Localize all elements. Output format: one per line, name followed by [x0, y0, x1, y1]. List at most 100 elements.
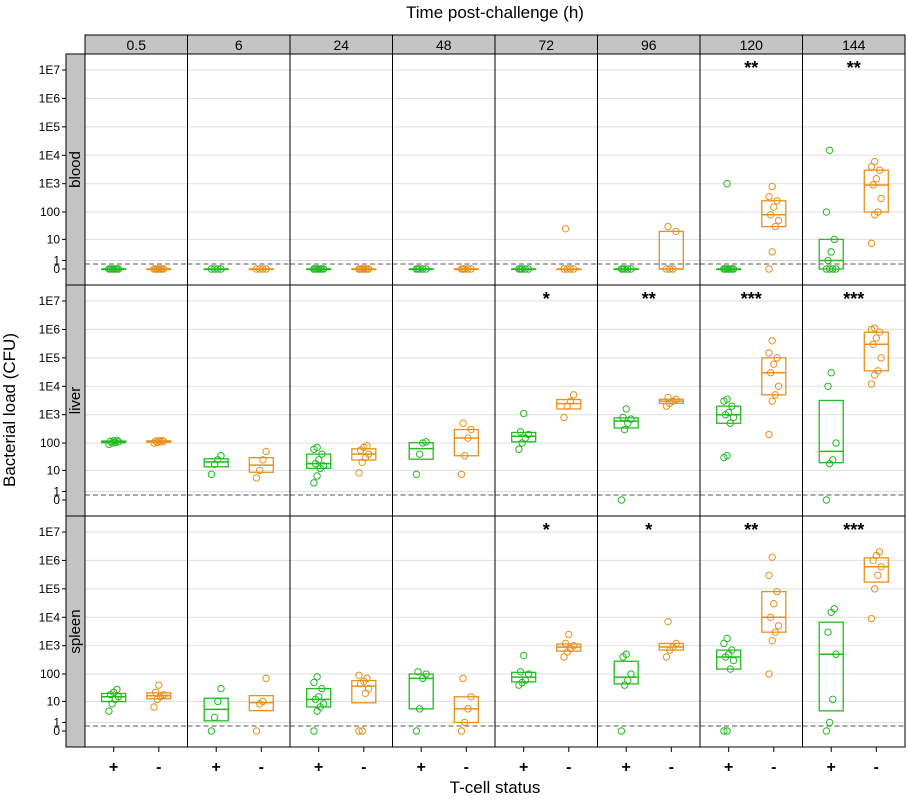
point-liver-120-plus-5	[725, 408, 733, 417]
panel-spleen-7	[802, 516, 905, 747]
top-axis-title: Time post-challenge (h)	[406, 3, 584, 22]
point-blood-120-minus-8	[768, 182, 776, 191]
panel-liver-5	[597, 285, 700, 516]
point-blood-6-plus-3	[217, 265, 225, 273]
point-spleen-0.5-minus-4	[151, 688, 160, 696]
point-spleen-96-plus-2	[624, 676, 632, 684]
time-label-0: 0.5	[127, 37, 147, 53]
panel-spleen-3	[392, 516, 495, 747]
point-spleen-48-minus-4	[459, 674, 467, 683]
point-spleen-72-plus-4	[516, 668, 525, 676]
box-spleen-48-plus	[408, 673, 434, 710]
point-liver-120-plus-3	[729, 413, 738, 422]
point-spleen-24-minus-7	[355, 671, 363, 680]
point-liver-24-plus-5	[315, 456, 323, 464]
point-liver-120-minus-4	[766, 369, 775, 377]
y-tick-label-liver-6: 1E5	[39, 351, 61, 365]
point-liver-72-plus-5	[520, 409, 528, 418]
point-blood-144-minus-5	[872, 175, 880, 183]
point-blood-120-plus-5	[725, 265, 733, 273]
point-liver-120-minus-8	[768, 337, 776, 345]
point-spleen-120-plus-0	[720, 727, 728, 735]
point-blood-144-minus-4	[869, 181, 877, 189]
x-tick-label-1-0: +	[212, 759, 221, 776]
panel-blood-2	[290, 54, 393, 285]
point-liver-120-minus-0	[765, 430, 773, 439]
point-liver-144-plus-5	[827, 369, 835, 377]
point-spleen-6-plus-3	[217, 684, 225, 693]
point-blood-120-plus-7	[720, 265, 728, 273]
point-blood-24-minus-6	[363, 265, 371, 273]
point-liver-0.5-minus-6	[158, 436, 166, 445]
point-liver-48-minus-2	[464, 434, 472, 442]
x-tick-label-2-1: -	[361, 759, 366, 776]
point-blood-96-plus-4	[619, 265, 627, 273]
tissue-label-blood: blood	[67, 151, 84, 188]
point-spleen-96-minus-0	[662, 653, 671, 661]
point-spleen-72-plus-5	[520, 651, 528, 660]
significance-spleen-5: *	[645, 520, 652, 540]
point-liver-96-minus-3	[672, 395, 680, 403]
point-spleen-48-minus-1	[461, 718, 469, 727]
point-liver-48-minus-0	[457, 470, 466, 479]
y-tick-label-spleen-6: 1E5	[39, 582, 61, 596]
time-label-6: 120	[740, 37, 764, 53]
point-liver-0.5-minus-2	[156, 438, 165, 446]
point-spleen-24-plus-5	[315, 693, 323, 701]
panel-spleen-4	[495, 516, 598, 747]
point-spleen-24-plus-3	[319, 700, 328, 708]
tissue-label-liver: liver	[67, 387, 84, 415]
point-liver-96-plus-0	[617, 496, 626, 504]
point-spleen-24-plus-8	[313, 673, 321, 681]
point-spleen-72-minus-4	[561, 639, 570, 648]
panel-blood-4	[495, 54, 598, 285]
panel-liver-3	[392, 285, 495, 516]
panel-liver-4	[495, 285, 598, 516]
point-spleen-0.5-plus-0	[105, 707, 113, 715]
x-tick-label-5-1: -	[669, 759, 674, 776]
x-tick-label-7-0: +	[827, 759, 836, 776]
point-blood-120-minus-2	[771, 222, 780, 231]
point-liver-0.5-plus-2	[111, 438, 120, 447]
box-spleen-24-minus	[351, 679, 377, 704]
point-liver-6-minus-0	[252, 474, 261, 482]
y-tick-label-blood-4: 1E3	[39, 177, 61, 191]
panel-spleen-0	[85, 516, 188, 747]
tissue-label-spleen: spleen	[67, 609, 84, 653]
point-spleen-24-plus-6	[318, 684, 326, 693]
time-label-2: 24	[333, 37, 349, 53]
x-tick-label-5-0: +	[622, 759, 631, 776]
time-label-7: 144	[842, 37, 866, 53]
panel-blood-3	[392, 54, 495, 285]
point-liver-48-minus-4	[459, 419, 467, 427]
point-spleen-24-plus-7	[310, 678, 318, 687]
point-blood-96-minus-3	[672, 227, 680, 236]
point-spleen-72-minus-3	[569, 642, 578, 650]
point-spleen-72-plus-3	[524, 670, 533, 678]
point-liver-6-minus-3	[262, 447, 270, 456]
point-blood-24-minus-7	[355, 265, 363, 273]
x-tick-label-6-1: -	[771, 759, 776, 776]
point-blood-48-plus-3	[422, 265, 430, 273]
point-liver-96-minus-4	[664, 393, 672, 402]
point-spleen-24-minus-3	[364, 684, 373, 693]
point-spleen-120-plus-3	[729, 656, 738, 665]
panel-spleen-5	[597, 516, 700, 747]
point-spleen-120-plus-1	[723, 727, 731, 735]
significance-liver-4: *	[543, 289, 550, 309]
point-blood-72-minus-2	[566, 265, 575, 273]
point-blood-144-minus-3	[877, 194, 885, 203]
point-liver-120-minus-5	[770, 360, 778, 368]
point-liver-6-minus-2	[259, 456, 267, 464]
point-liver-24-plus-3	[319, 462, 328, 470]
point-liver-48-minus-1	[461, 452, 469, 460]
point-blood-48-minus-3	[467, 265, 475, 273]
point-blood-144-minus-2	[874, 208, 882, 216]
point-spleen-144-minus-0	[867, 614, 876, 623]
panel-blood-5	[597, 54, 700, 285]
y-tick-label-blood-5: 1E4	[39, 148, 61, 162]
point-blood-120-minus-5	[770, 203, 778, 211]
point-spleen-144-plus-0	[822, 727, 831, 735]
panel-liver-2	[290, 285, 393, 516]
panel-blood-1	[187, 54, 290, 285]
